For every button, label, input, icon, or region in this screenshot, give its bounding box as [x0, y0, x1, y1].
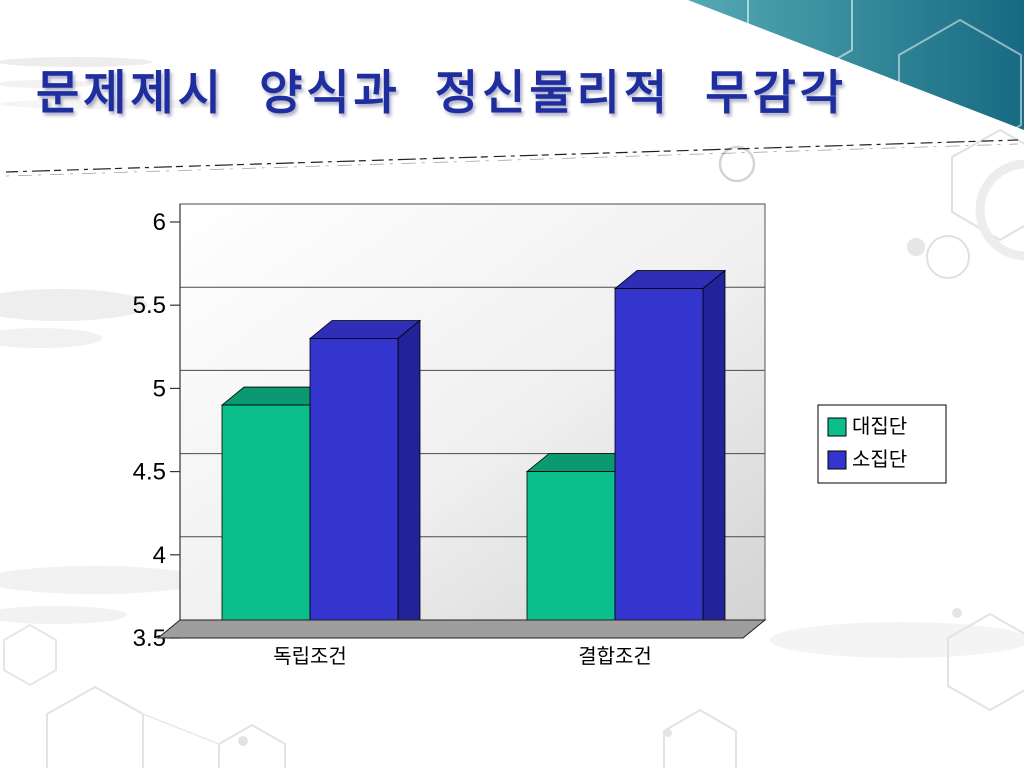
bar-side-face [702, 269, 726, 639]
circle-ring-decoration [975, 159, 1024, 261]
bar-side-face [397, 319, 421, 639]
slide-title: 문제제시 양식과 정신물리적 무감각 [36, 66, 847, 119]
legend-label: 대집단 [852, 415, 907, 438]
y-axis-label: 4.5 [133, 459, 166, 486]
circle-dot-decoration [664, 729, 672, 737]
y-axis-label: 5.5 [133, 292, 166, 319]
streak-decoration [0, 566, 205, 594]
legend-swatch [827, 417, 847, 437]
bar-front-face [526, 471, 616, 639]
line-decoration [142, 713, 220, 745]
circle-dot-decoration [907, 238, 925, 256]
hexagon-outline-decoration [46, 685, 144, 768]
hexagon-outline-decoration [663, 708, 737, 768]
x-axis-category-label: 결합조건 [578, 645, 652, 668]
hexagon-outline-decoration [951, 128, 1024, 242]
x-axis-category-label: 독립조건 [273, 645, 347, 668]
streak-decoration [0, 328, 102, 348]
divider-dashed-line [5, 139, 1019, 173]
legend-label: 소집단 [852, 448, 907, 471]
bar-front-face [309, 338, 399, 639]
title-divider-line [5, 139, 1019, 177]
bar-소집단-독립조건 [308, 319, 422, 639]
legend-swatch [827, 450, 847, 470]
y-axis-label: 6 [153, 209, 166, 236]
streak-decoration [0, 57, 153, 67]
y-axis-label: 4 [153, 542, 166, 569]
y-axis-label: 5 [153, 375, 166, 402]
streak-decoration [0, 80, 93, 88]
streak-decoration [0, 99, 220, 109]
streak-decoration [0, 606, 127, 624]
hexagon-outline-decoration [218, 723, 286, 768]
hexagon-outline-decoration [898, 18, 1022, 162]
circle-outline-decoration [718, 145, 756, 183]
hexagon-outline-decoration [747, 0, 853, 82]
circle-outline-decoration [926, 235, 970, 279]
hexagon-outline-decoration [3, 623, 57, 687]
circle-dot-decoration [238, 736, 248, 746]
bar-front-face [614, 288, 704, 639]
divider-dashed-line [5, 143, 1019, 177]
streak-decoration [0, 289, 148, 321]
bar-front-face [221, 404, 311, 639]
circle-dot-decoration [952, 608, 962, 618]
bar-소집단-결합조건 [613, 269, 727, 639]
chart-floor [156, 619, 767, 639]
hexagon-outline-decoration [947, 612, 1024, 712]
